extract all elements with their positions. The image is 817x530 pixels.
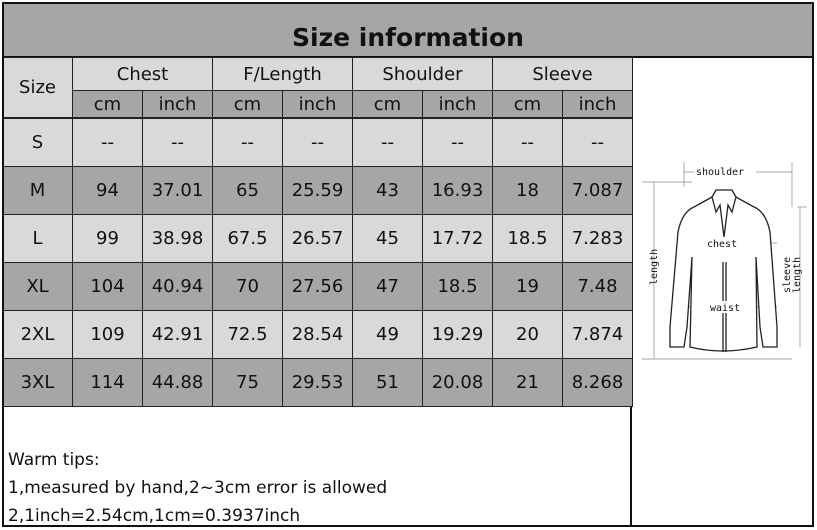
table-cell: --	[212, 118, 283, 167]
label-sleeve: sleeve	[782, 257, 793, 293]
table-cell: 18.5	[422, 262, 493, 311]
table-cell: 38.98	[142, 214, 213, 263]
table-cell: --	[492, 118, 563, 167]
row-size-label: L	[2, 214, 73, 263]
table-cell: 104	[72, 262, 143, 311]
header-unit-inch: inch	[422, 90, 493, 118]
header-group: Chest	[72, 57, 213, 91]
table-cell: --	[352, 118, 423, 167]
table-cell: 21	[492, 358, 563, 407]
page-title: Size information	[2, 2, 814, 58]
header-group: F/Length	[212, 57, 353, 91]
header-group: Shoulder	[352, 57, 493, 91]
table-cell: 7.874	[562, 310, 633, 359]
table-cell: 45	[352, 214, 423, 263]
table-cell: 19.29	[422, 310, 493, 359]
header-unit-inch: inch	[282, 90, 353, 118]
table-cell: --	[282, 118, 353, 167]
table-cell: --	[142, 118, 213, 167]
table-cell: 18.5	[492, 214, 563, 263]
table-cell: 49	[352, 310, 423, 359]
table-cell: 8.268	[562, 358, 633, 407]
table-cell: 37.01	[142, 166, 213, 215]
table-cell: 18	[492, 166, 563, 215]
table-cell: 20.08	[422, 358, 493, 407]
note-1: 1,measured by hand,2~3cm error is allowe…	[8, 478, 388, 498]
table-cell: 17.72	[422, 214, 493, 263]
row-size-label: XL	[2, 262, 73, 311]
table-cell: 7.087	[562, 166, 633, 215]
warm-tips: Warm tips: 1,measured by hand,2~3cm erro…	[2, 406, 632, 527]
row-size-label: S	[2, 118, 73, 167]
table-cell: 29.53	[282, 358, 353, 407]
table-cell: 42.91	[142, 310, 213, 359]
table-cell: 28.54	[282, 310, 353, 359]
table-cell: 94	[72, 166, 143, 215]
table-cell: 99	[72, 214, 143, 263]
label-sleeve-length: length	[792, 257, 803, 293]
table-cell: 43	[352, 166, 423, 215]
header-unit-inch: inch	[562, 90, 633, 118]
shirt-icon	[669, 189, 778, 352]
table-cell: 20	[492, 310, 563, 359]
table-cell: 51	[352, 358, 423, 407]
table-cell: 26.57	[282, 214, 353, 263]
label-shoulder: shoulder	[696, 167, 744, 178]
note-2: 2,1inch=2.54cm,1cm=0.3937inch	[8, 506, 301, 526]
header-unit-cm: cm	[352, 90, 423, 118]
table-cell: 70	[212, 262, 283, 311]
table-cell: --	[422, 118, 493, 167]
shirt-diagram: shoulder chest waist length sleeve lengt…	[632, 57, 814, 406]
table-cell: 75	[212, 358, 283, 407]
table-cell: --	[562, 118, 633, 167]
header-unit-inch: inch	[142, 90, 213, 118]
table-cell: 16.93	[422, 166, 493, 215]
table-cell: 7.283	[562, 214, 633, 263]
table-cell: 44.88	[142, 358, 213, 407]
table-cell: 109	[72, 310, 143, 359]
table-cell: 67.5	[212, 214, 283, 263]
label-length: length	[649, 249, 660, 285]
label-waist: waist	[710, 303, 740, 314]
header-group: Sleeve	[492, 57, 633, 91]
table-cell: --	[72, 118, 143, 167]
table-cell: 19	[492, 262, 563, 311]
header-size: Size	[2, 57, 73, 118]
table-cell: 7.48	[562, 262, 633, 311]
notes-heading: Warm tips:	[8, 450, 100, 470]
table-cell: 114	[72, 358, 143, 407]
row-size-label: 3XL	[2, 358, 73, 407]
table-cell: 72.5	[212, 310, 283, 359]
row-size-label: 2XL	[2, 310, 73, 359]
table-cell: 47	[352, 262, 423, 311]
table-cell: 65	[212, 166, 283, 215]
table-cell: 40.94	[142, 262, 213, 311]
header-unit-cm: cm	[72, 90, 143, 118]
table-cell: 27.56	[282, 262, 353, 311]
table-cell: 25.59	[282, 166, 353, 215]
row-size-label: M	[2, 166, 73, 215]
header-unit-cm: cm	[212, 90, 283, 118]
label-chest: chest	[707, 239, 737, 250]
header-unit-cm: cm	[492, 90, 563, 118]
